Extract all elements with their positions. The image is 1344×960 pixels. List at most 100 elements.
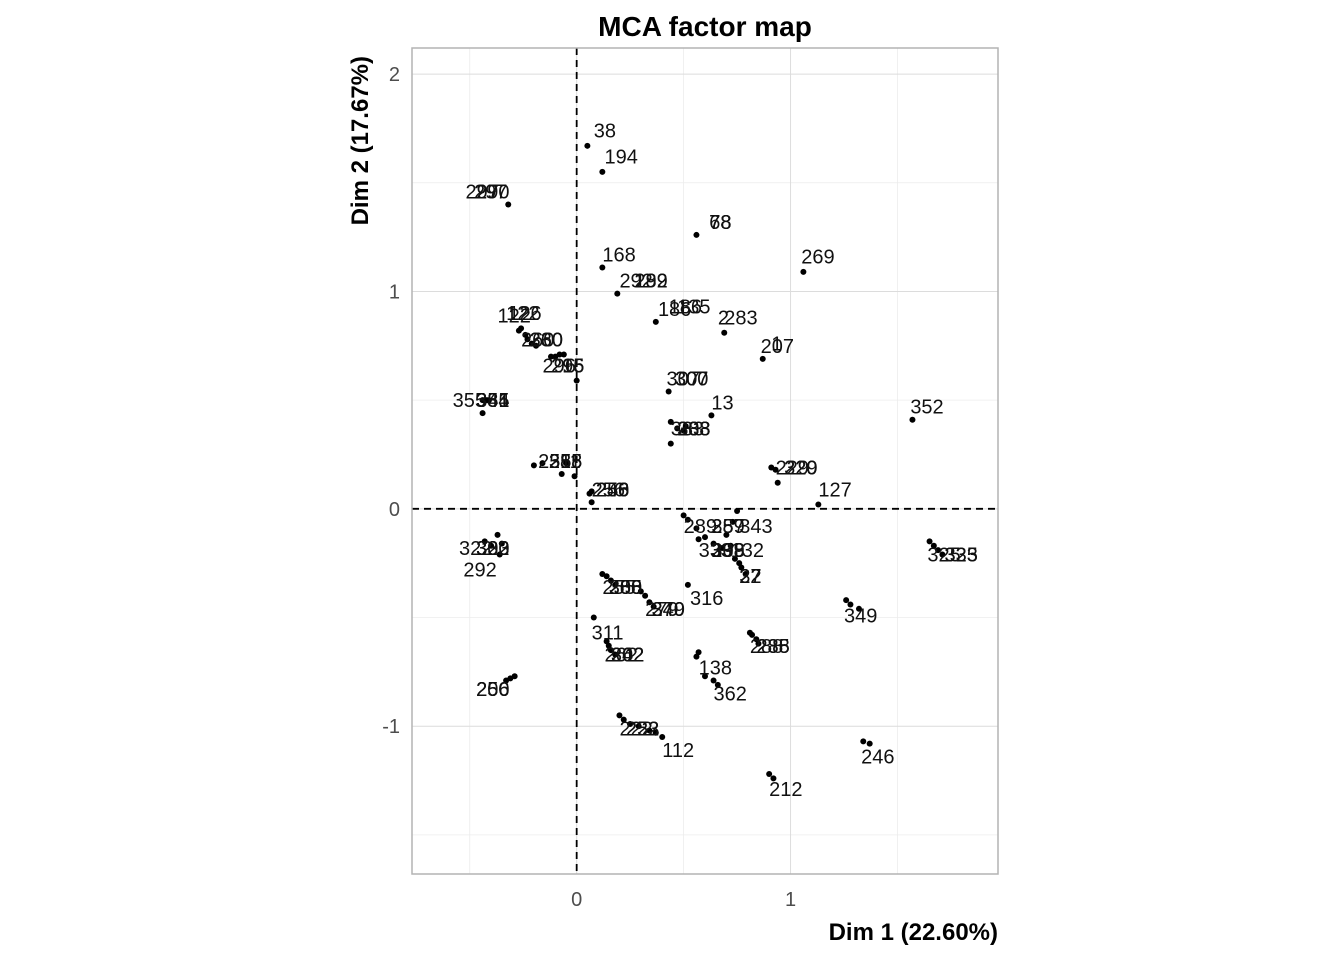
point-label: 229	[776, 458, 809, 480]
data-point	[548, 353, 555, 360]
point-label: 325	[927, 544, 960, 566]
y-tick-label: 2	[389, 64, 400, 86]
point-label: 256	[476, 679, 509, 701]
point-label: 1	[771, 334, 782, 356]
data-point	[650, 603, 657, 610]
point-label: 288	[677, 418, 710, 440]
data-point	[652, 318, 659, 325]
axis-ticks: 0 1 2 1 0 -1	[382, 64, 796, 911]
point-label: 355	[476, 390, 509, 412]
data-point	[533, 342, 540, 349]
data-point	[930, 542, 937, 549]
point-label: 340	[652, 599, 685, 621]
point-label: 297	[465, 181, 498, 203]
data-point	[866, 740, 873, 747]
data-point	[558, 471, 565, 478]
point-label: 311	[592, 623, 624, 645]
data-point	[766, 771, 773, 778]
point-label: 260	[521, 329, 554, 351]
data-point	[562, 460, 569, 467]
point-label: 344	[476, 390, 509, 412]
point-label: 308	[677, 418, 710, 440]
x-tick-label: 0	[571, 889, 582, 911]
point-label: 256	[596, 479, 629, 501]
data-point	[714, 681, 721, 688]
point-label: 320	[784, 458, 817, 480]
point-label: 253	[626, 718, 659, 740]
data-point	[729, 518, 736, 525]
point-label: 289	[684, 516, 717, 538]
chart-title: MCA factor map	[598, 11, 812, 42]
point-label: 296	[551, 355, 584, 377]
data-point	[652, 729, 659, 736]
point-label: 255	[602, 577, 635, 599]
point-label: 333	[699, 540, 732, 562]
point-label: 333	[945, 544, 978, 566]
data-point	[734, 507, 741, 514]
data-point	[530, 462, 537, 469]
point-label: 316	[690, 588, 723, 610]
data-point	[599, 264, 606, 271]
point-label: 212	[769, 779, 802, 801]
point-label: 207	[761, 336, 794, 358]
data-point	[584, 142, 591, 149]
point-label: 307	[675, 368, 708, 390]
y-tick-label: 0	[389, 499, 400, 521]
data-point	[522, 331, 529, 338]
data-point	[571, 473, 578, 480]
point-label: 68	[709, 212, 731, 234]
data-point	[496, 551, 503, 558]
data-point	[635, 723, 642, 730]
data-point	[708, 412, 715, 419]
point-label: 112	[662, 740, 694, 762]
data-point	[935, 547, 942, 554]
point-label: 288	[750, 636, 783, 658]
point-label: 242	[611, 644, 644, 666]
data-point	[627, 721, 634, 728]
data-point	[488, 542, 495, 549]
point-label: 283	[724, 308, 757, 330]
point-label: 333	[711, 540, 744, 562]
point-label: 322	[459, 538, 492, 560]
data-point	[926, 538, 933, 545]
point-label: 168	[602, 245, 635, 267]
data-point	[684, 516, 691, 523]
point-label: 279	[645, 599, 678, 621]
data-point	[599, 168, 606, 175]
point-label: 2	[718, 308, 729, 330]
data-point	[586, 490, 593, 497]
data-point	[667, 418, 674, 425]
point-label: 300	[609, 577, 642, 599]
point-label: 296	[542, 355, 575, 377]
point-label: 357	[711, 516, 744, 538]
point-label: 127	[818, 479, 851, 501]
data-point	[710, 677, 717, 684]
data-point	[742, 571, 749, 578]
point-label: 255	[609, 577, 642, 599]
data-point	[680, 512, 687, 519]
data-point	[503, 677, 510, 684]
data-point	[646, 599, 653, 606]
point-label: 235	[756, 636, 789, 658]
data-point	[847, 601, 854, 608]
point-label: 186	[669, 297, 702, 319]
data-point	[860, 738, 867, 745]
point-label: 269	[801, 247, 834, 269]
point-label: 256	[476, 679, 509, 701]
data-point	[612, 651, 619, 658]
point-label: 355	[453, 390, 486, 412]
point-label: 292	[619, 271, 652, 293]
reference-lines	[412, 48, 998, 874]
data-point	[573, 377, 580, 384]
point-label: 215	[551, 355, 584, 377]
data-point	[721, 329, 728, 336]
point-label: 331	[476, 390, 509, 412]
point-label: 13	[711, 392, 733, 414]
data-point	[481, 538, 488, 545]
point-label: 279	[652, 599, 685, 621]
data-point	[498, 540, 505, 547]
data-point	[665, 388, 672, 395]
point-label: 262	[611, 644, 644, 666]
